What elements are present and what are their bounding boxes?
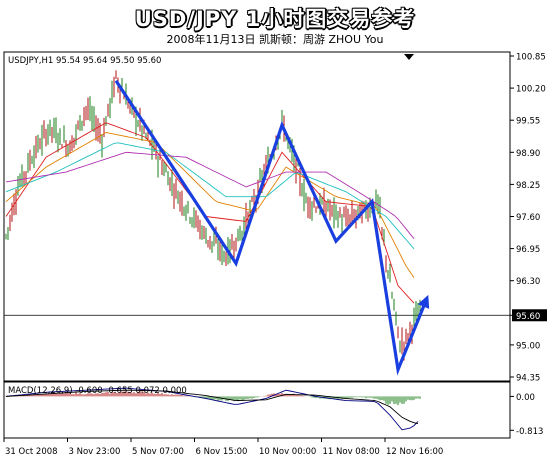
price-tick-label: 95.00 [516, 341, 540, 351]
moving-average-line-2 [5, 132, 415, 278]
price-tick-label: 100.20 [516, 85, 546, 95]
time-tick-label: 31 Oct 2008 [5, 447, 58, 457]
macd-line [5, 387, 419, 431]
price-tick-label: 94.35 [516, 374, 540, 384]
current-price-label: 95.60 [516, 312, 540, 322]
price-tick-label: 97.60 [516, 213, 540, 223]
time-tick-label: 10 Nov 00:00 [259, 447, 316, 457]
time-tick-label: 5 Nov 07:00 [132, 447, 184, 457]
price-tick-label: 98.90 [516, 149, 540, 159]
time-tick-label: 6 Nov 15:00 [196, 447, 248, 457]
macd-layer [5, 387, 421, 431]
price-tick-label: 100.85 [516, 53, 546, 63]
macd-tick-label: 0.00 [516, 393, 535, 403]
price-tick-label: 98.25 [516, 181, 540, 191]
time-tick-label: 12 Nov 16:00 [386, 447, 443, 457]
chart-page-subtitle: 2008年11月13日 凯斯顿：周游 ZHOU You [166, 33, 384, 46]
price-pane [3, 51, 511, 382]
price-layer [4, 70, 510, 376]
current-price-box [512, 309, 547, 322]
trend-zigzag-line [114, 79, 428, 376]
macd-pane-label: MACD(12,26,9) -0.600 -0.655 0.072 0.000 [8, 386, 187, 396]
chart-shift-marker [404, 54, 414, 60]
price-tick-label: 99.55 [516, 117, 540, 127]
moving-average-line-4 [5, 151, 415, 239]
trend-arrow-head [417, 294, 430, 309]
time-tick-label: 3 Nov 23:00 [69, 447, 121, 457]
moving-average-line-3 [5, 142, 415, 250]
chart-page-title: USD/JPY 1小时图交易参考 [134, 7, 416, 31]
price-tick-label: 96.95 [516, 245, 540, 255]
price-pane-label: USDJPY,H1 95.54 95.64 95.50 95.60 [8, 56, 161, 66]
price-tick-label: 96.30 [516, 277, 540, 287]
signal-line [5, 389, 419, 425]
time-tick-label: 11 Nov 08:00 [323, 447, 380, 457]
moving-average-line-1 [5, 122, 415, 304]
macd-tick-label: -0.813 [516, 427, 543, 437]
axis-layer: 100.85 100.20 99.55 98.90 98.25 97.60 96.95 96.… [3, 53, 547, 457]
